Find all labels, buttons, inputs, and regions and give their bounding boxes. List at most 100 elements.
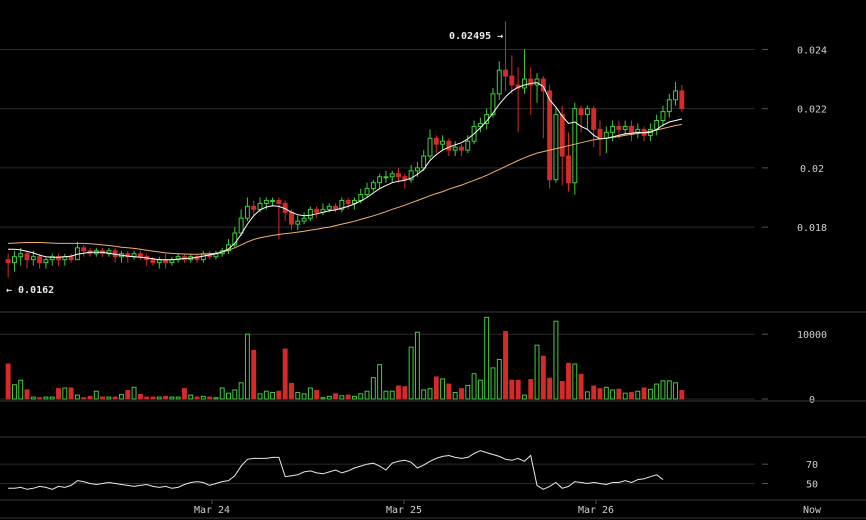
candle-body	[496, 69, 502, 95]
candle	[137, 250, 143, 260]
candle-body	[666, 99, 672, 113]
candle-body	[521, 78, 527, 89]
candle	[364, 182, 370, 198]
candle	[666, 93, 672, 118]
candle-body	[566, 155, 571, 184]
candle	[314, 206, 320, 219]
volume-panel: 100000	[0, 316, 827, 406]
volume-bar	[547, 377, 553, 400]
candle-body	[440, 140, 446, 145]
volume-bar	[402, 386, 408, 400]
price-low-annotation: ← 0.0162	[6, 285, 54, 296]
candle	[307, 206, 313, 222]
volume-bar	[219, 387, 225, 400]
candle-body	[307, 208, 313, 219]
volume-bar	[584, 391, 590, 400]
volume-bar	[181, 388, 187, 400]
volume-bar	[364, 390, 370, 400]
candle	[673, 82, 679, 106]
volume-bar	[440, 378, 446, 400]
candle	[131, 250, 137, 260]
candle	[660, 105, 666, 127]
volume-bar	[654, 383, 660, 400]
candle	[421, 150, 427, 171]
candle	[144, 253, 150, 266]
candle-body	[503, 69, 509, 77]
candle-body	[150, 259, 156, 264]
candle-body	[37, 256, 43, 264]
candle	[679, 84, 685, 112]
candle	[396, 167, 401, 183]
candle	[591, 105, 597, 148]
y-tick-label: 0.024	[797, 45, 827, 56]
candle-body	[345, 199, 351, 204]
candle-body	[446, 140, 452, 151]
volume-bar	[465, 384, 471, 400]
volume-bar	[263, 390, 269, 400]
volume-bar	[358, 393, 364, 400]
volume-bar	[534, 344, 540, 400]
candle	[477, 117, 483, 133]
candle-body	[289, 211, 294, 225]
candle	[232, 227, 238, 248]
volume-bar	[559, 381, 565, 400]
candle	[578, 105, 584, 133]
rsi-line	[8, 450, 664, 490]
candle-body	[351, 199, 357, 204]
volume-bar	[188, 394, 194, 400]
candle	[156, 256, 162, 269]
candle-body	[30, 256, 36, 261]
volume-bar	[629, 392, 634, 400]
moving-average-short-line	[8, 82, 683, 261]
candle	[74, 241, 80, 261]
volume-bar	[125, 390, 131, 400]
candle-body	[622, 125, 628, 130]
candle	[635, 123, 641, 139]
volume-bar	[238, 382, 244, 400]
candle	[427, 129, 433, 159]
candle-body	[49, 256, 55, 261]
candle-body	[603, 131, 609, 139]
candle-body	[572, 108, 578, 184]
rsi-indicator-panel: 70 50	[0, 450, 818, 491]
candle	[226, 238, 231, 254]
volume-bar	[591, 385, 597, 400]
volume-bar	[433, 376, 439, 400]
volume-bar	[396, 385, 401, 400]
volume-bar	[414, 331, 420, 400]
candle	[125, 250, 131, 263]
candle	[251, 200, 257, 216]
candle	[276, 197, 282, 239]
volume-bar	[477, 379, 483, 400]
volume-bar	[150, 396, 156, 400]
candle-body	[326, 205, 332, 210]
volume-bar	[226, 392, 231, 400]
volume-bar	[257, 393, 263, 400]
volume-bar	[427, 388, 433, 400]
volume-bar	[194, 396, 200, 400]
candle	[528, 67, 534, 115]
candle-body	[232, 232, 238, 246]
volume-bar	[207, 396, 213, 400]
candle-body	[377, 176, 383, 184]
candle	[270, 197, 276, 207]
volume-bar	[307, 387, 313, 400]
candle-body	[547, 90, 553, 181]
candle-body	[559, 114, 565, 157]
volume-bar	[81, 397, 87, 400]
volume-bar	[641, 387, 647, 400]
y-tick-label: 0.018	[797, 223, 827, 234]
volume-bar	[244, 333, 250, 400]
candle	[496, 61, 502, 100]
volume-bar	[673, 382, 679, 400]
candle-body	[509, 75, 515, 86]
volume-bar	[421, 389, 427, 400]
candle	[465, 135, 471, 154]
volume-bar	[200, 395, 206, 400]
candle	[433, 135, 439, 154]
volume-bar	[647, 388, 653, 400]
candle-body	[584, 108, 590, 116]
volume-bar	[93, 390, 99, 400]
candle	[11, 250, 17, 272]
volume-bar	[553, 320, 559, 400]
